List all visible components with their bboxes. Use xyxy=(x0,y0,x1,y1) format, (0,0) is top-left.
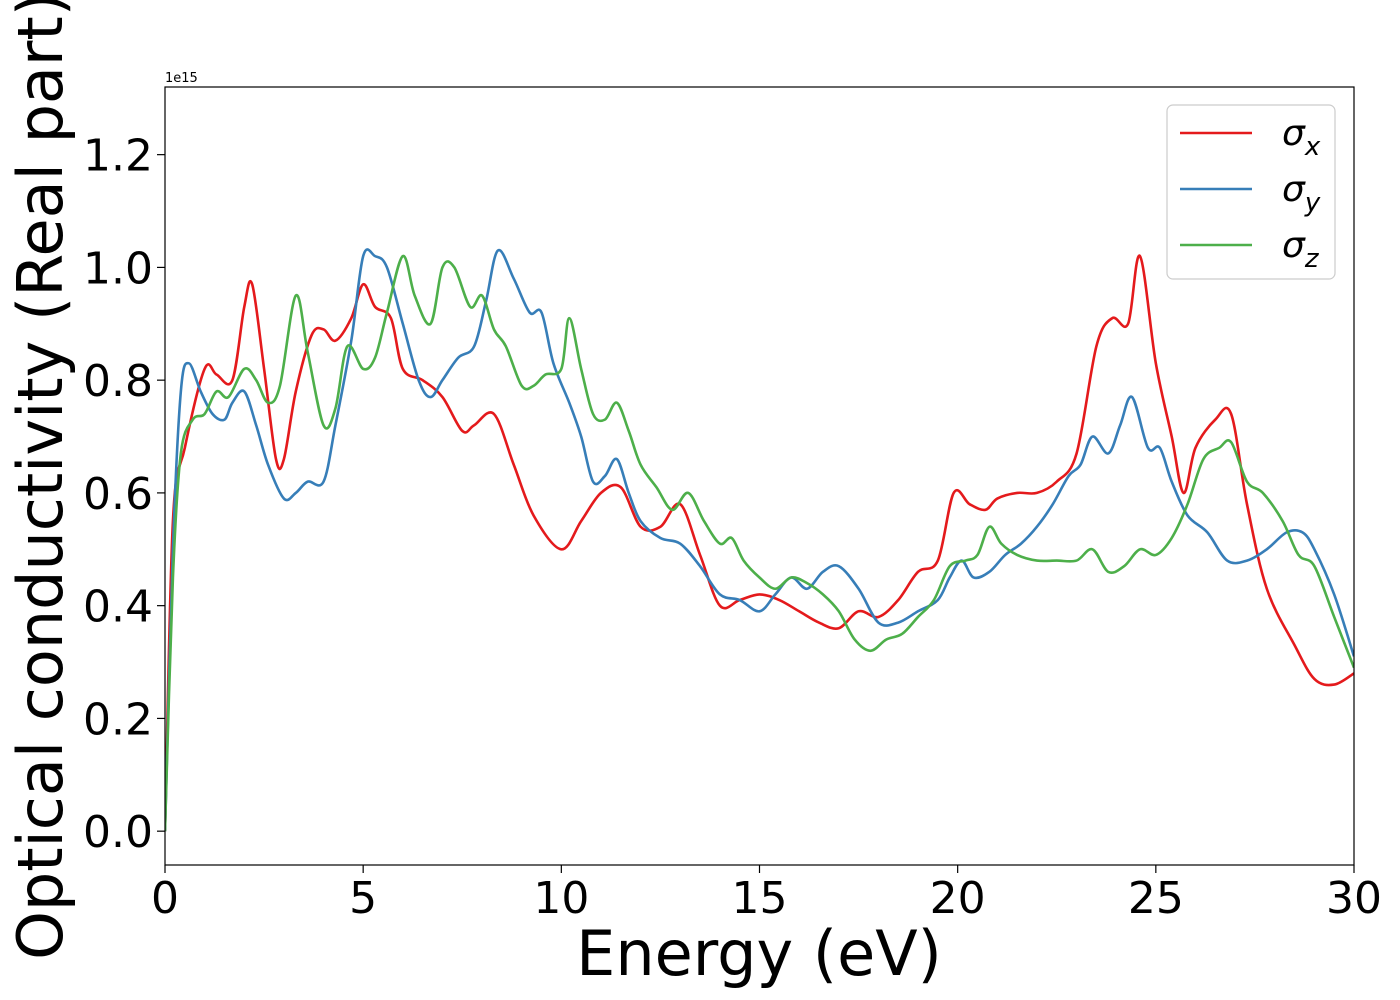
y-tick-label: 0.0 xyxy=(83,807,153,858)
series-line-x xyxy=(165,254,1354,832)
x-axis-title: Energy (eV) xyxy=(576,917,942,990)
series-layer xyxy=(165,248,1354,832)
y-tick-label: 1.0 xyxy=(83,243,153,294)
x-tick-label: 20 xyxy=(930,873,986,924)
legend-label-z: σz xyxy=(1282,225,1320,274)
legend: σx σy σz xyxy=(1166,104,1336,280)
y-tick-label: 0.2 xyxy=(83,694,153,745)
y-scale-offset: 1e15 xyxy=(165,71,198,86)
x-tick-label: 0 xyxy=(151,873,179,924)
y-axis: 0.0 0.2 0.4 0.6 0.8 1.0 1.2 xyxy=(83,131,165,858)
y-tick-label: 0.6 xyxy=(83,469,153,520)
y-tick-label: 1.2 xyxy=(83,131,153,182)
legend-label-y: σy xyxy=(1282,169,1321,218)
y-axis-title: Optical conductivity (Real part) xyxy=(4,0,77,960)
x-tick-label: 5 xyxy=(349,873,377,924)
x-axis: 0 5 10 15 20 25 30 xyxy=(151,865,1382,924)
series-line-y xyxy=(165,248,1354,832)
x-tick-label: 30 xyxy=(1326,873,1382,924)
y-tick-label: 0.4 xyxy=(83,582,153,633)
x-tick-label: 25 xyxy=(1128,873,1184,924)
x-tick-label: 15 xyxy=(732,873,788,924)
series-line-z xyxy=(165,254,1354,832)
x-tick-label: 10 xyxy=(533,873,589,924)
legend-box xyxy=(1166,104,1336,280)
legend-label-x: σx xyxy=(1282,113,1321,162)
y-tick-label: 0.8 xyxy=(83,356,153,407)
